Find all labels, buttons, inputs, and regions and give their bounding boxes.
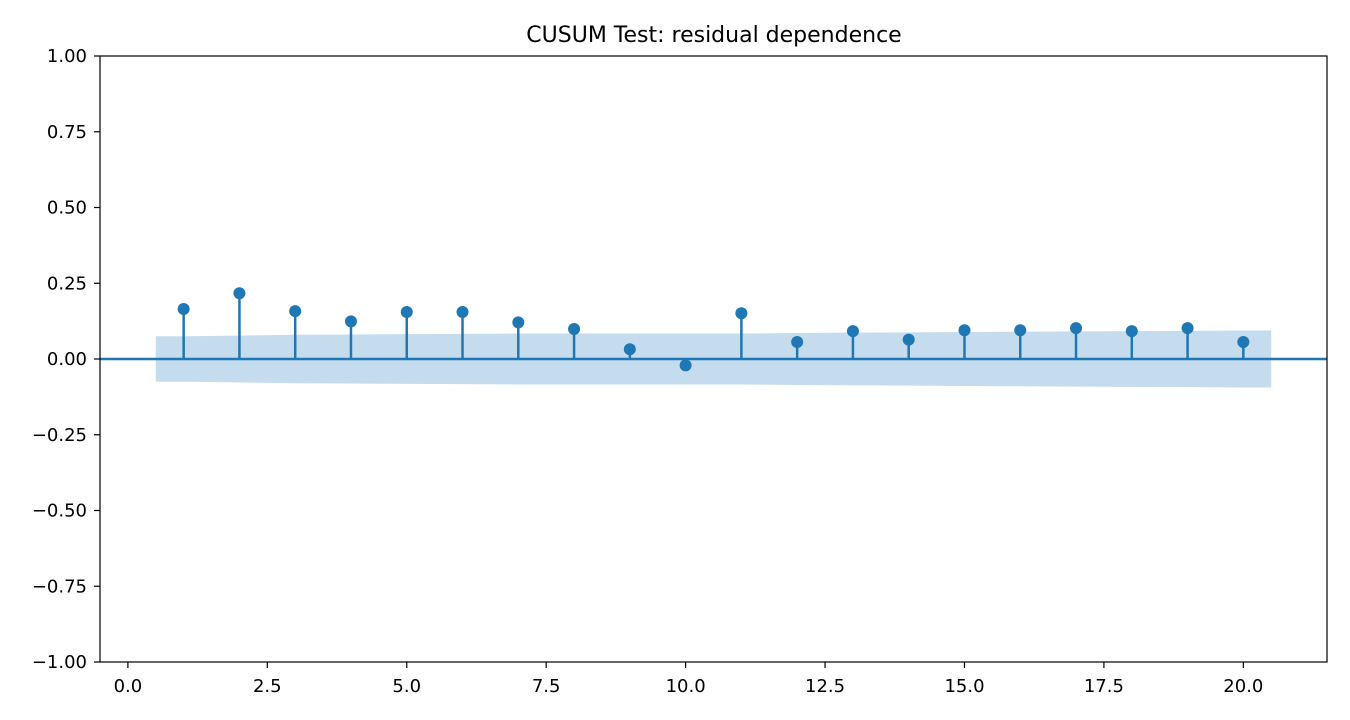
stem-marker bbox=[400, 306, 413, 319]
stem-layer bbox=[177, 287, 1250, 372]
stem-point bbox=[679, 359, 692, 372]
stem-point bbox=[177, 303, 190, 359]
stem-marker bbox=[1237, 336, 1250, 349]
stem-marker bbox=[679, 359, 692, 372]
stem-point bbox=[791, 336, 804, 359]
stem-marker bbox=[344, 315, 357, 328]
stem-marker bbox=[735, 307, 748, 320]
y-tick-label: −0.25 bbox=[32, 425, 87, 446]
x-tick-label: 12.5 bbox=[805, 676, 845, 697]
x-tick-label: 7.5 bbox=[532, 676, 561, 697]
stem-marker bbox=[233, 287, 246, 300]
stem-point bbox=[1070, 322, 1083, 359]
x-tick-label: 20.0 bbox=[1223, 676, 1263, 697]
stem-point bbox=[1014, 324, 1027, 359]
stem-marker bbox=[846, 325, 859, 338]
y-tick-label: 0.50 bbox=[47, 198, 87, 219]
x-ticks: 0.0 2.5 5.0 7.5 10.0 12.5 15.0 17.5 20.0 bbox=[114, 662, 1263, 697]
stem-point bbox=[289, 305, 302, 359]
stem-point bbox=[400, 306, 413, 359]
x-tick-label: 2.5 bbox=[253, 676, 282, 697]
stem-point bbox=[512, 316, 525, 359]
stem-marker bbox=[568, 323, 581, 336]
stem-marker bbox=[623, 343, 636, 356]
y-tick-label: 1.00 bbox=[47, 46, 87, 67]
chart-title: CUSUM Test: residual dependence bbox=[526, 23, 901, 48]
x-tick-label: 0.0 bbox=[114, 676, 143, 697]
stem-point bbox=[735, 307, 748, 359]
stem-marker bbox=[1014, 324, 1027, 337]
y-tick-label: −1.00 bbox=[32, 652, 87, 673]
x-tick-label: 5.0 bbox=[392, 676, 421, 697]
stem-point bbox=[456, 306, 469, 359]
stem-point bbox=[902, 333, 915, 359]
stem-marker bbox=[289, 305, 302, 318]
stem-marker bbox=[177, 303, 190, 316]
stem-point bbox=[568, 323, 581, 359]
y-tick-label: 0.25 bbox=[47, 273, 87, 294]
stem-point bbox=[1125, 325, 1138, 359]
y-tick-label: −0.50 bbox=[32, 501, 87, 522]
stem-point bbox=[958, 324, 971, 359]
stem-point bbox=[1181, 322, 1194, 359]
stem-marker bbox=[1181, 322, 1194, 335]
y-tick-label: 0.75 bbox=[47, 122, 87, 143]
stem-point bbox=[623, 343, 636, 359]
stem-marker bbox=[958, 324, 971, 337]
y-ticks: 1.00 0.75 0.50 0.25 0.00 −0.25 −0.50 −0.75 −1.00 bbox=[32, 46, 100, 673]
stem-point bbox=[233, 287, 246, 359]
x-tick-label: 17.5 bbox=[1084, 676, 1124, 697]
stem-point bbox=[846, 325, 859, 359]
stem-marker bbox=[512, 316, 525, 329]
stem-point bbox=[1237, 336, 1250, 359]
y-tick-label: −0.75 bbox=[32, 576, 87, 597]
stem-marker bbox=[1125, 325, 1138, 338]
stem-marker bbox=[456, 306, 469, 319]
x-tick-label: 15.0 bbox=[944, 676, 984, 697]
stem-marker bbox=[791, 336, 804, 349]
y-tick-label: 0.00 bbox=[47, 349, 87, 370]
stem-point bbox=[344, 315, 357, 359]
stem-marker bbox=[1070, 322, 1083, 335]
stem-marker bbox=[902, 333, 915, 346]
x-tick-label: 10.0 bbox=[666, 676, 706, 697]
